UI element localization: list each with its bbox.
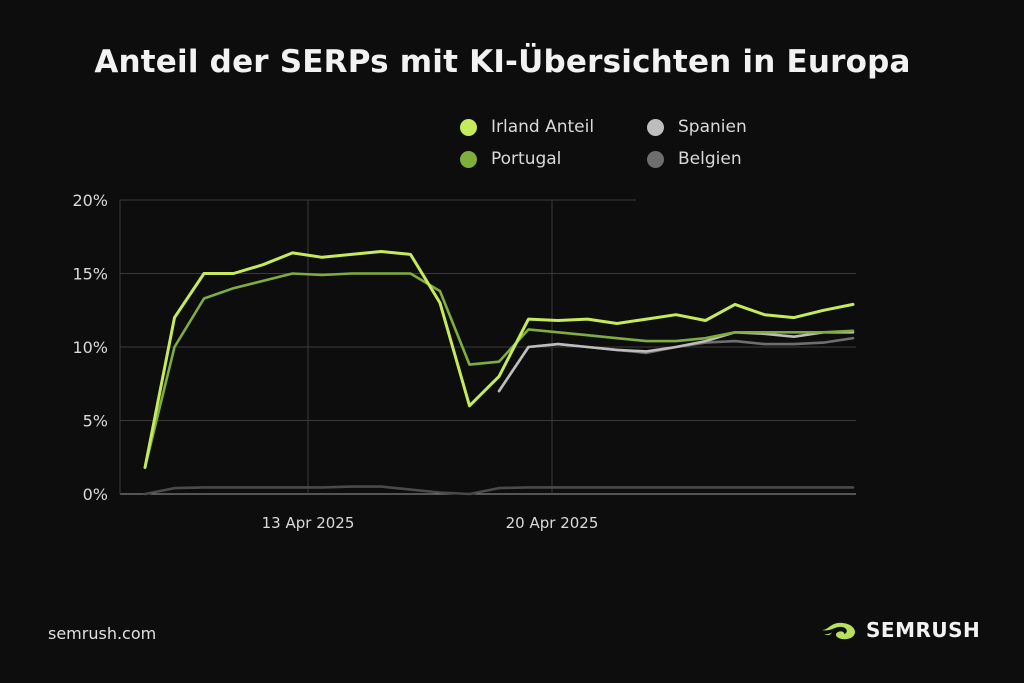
x-tick-label: 20 Apr 2025: [506, 514, 599, 532]
source-url[interactable]: semrush.com: [48, 624, 157, 643]
series-line-deutschland: [143, 485, 855, 496]
y-tick-label: 15%: [72, 265, 108, 284]
chart-title: Anteil der SERPs mit KI-Übersichten in E…: [94, 44, 911, 80]
legend-item-belgien[interactable]: Belgien: [647, 149, 742, 169]
legend-swatch: [647, 150, 664, 168]
legend-label: Irland Anteil: [491, 117, 595, 137]
legend-swatch: [460, 118, 477, 136]
semrush-logo: SEMRUSH: [820, 618, 980, 642]
brand-name: SEMRUSH: [866, 618, 981, 642]
legend-label: Portugal: [491, 149, 562, 169]
y-tick-label: 0%: [83, 485, 108, 504]
y-tick-label: 10%: [72, 338, 108, 357]
legend-item-spanien[interactable]: Spanien: [647, 117, 747, 137]
y-tick-label: 20%: [72, 191, 108, 210]
legend-label: Spanien: [678, 117, 747, 137]
legend-swatch: [647, 118, 664, 136]
semrush-fire-icon: [822, 622, 855, 640]
series-line-portugal: [143, 272, 855, 469]
legend-backdrop: [636, 170, 866, 216]
legend-label: Belgien: [678, 149, 742, 169]
series-line-irland-anteil: [143, 250, 855, 469]
series-line-spanien: [497, 331, 855, 393]
x-tick-label: 13 Apr 2025: [262, 514, 355, 532]
legend-swatch: [460, 150, 477, 168]
y-tick-label: 5%: [83, 412, 108, 431]
legend-item-irland-anteil[interactable]: Irland Anteil: [460, 117, 594, 137]
legend-item-portugal[interactable]: Portugal: [460, 149, 561, 169]
